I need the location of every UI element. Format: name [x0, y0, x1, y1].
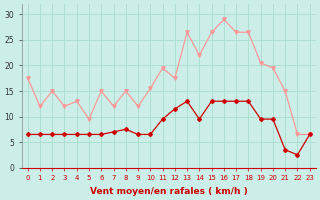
- X-axis label: Vent moyen/en rafales ( km/h ): Vent moyen/en rafales ( km/h ): [90, 187, 248, 196]
